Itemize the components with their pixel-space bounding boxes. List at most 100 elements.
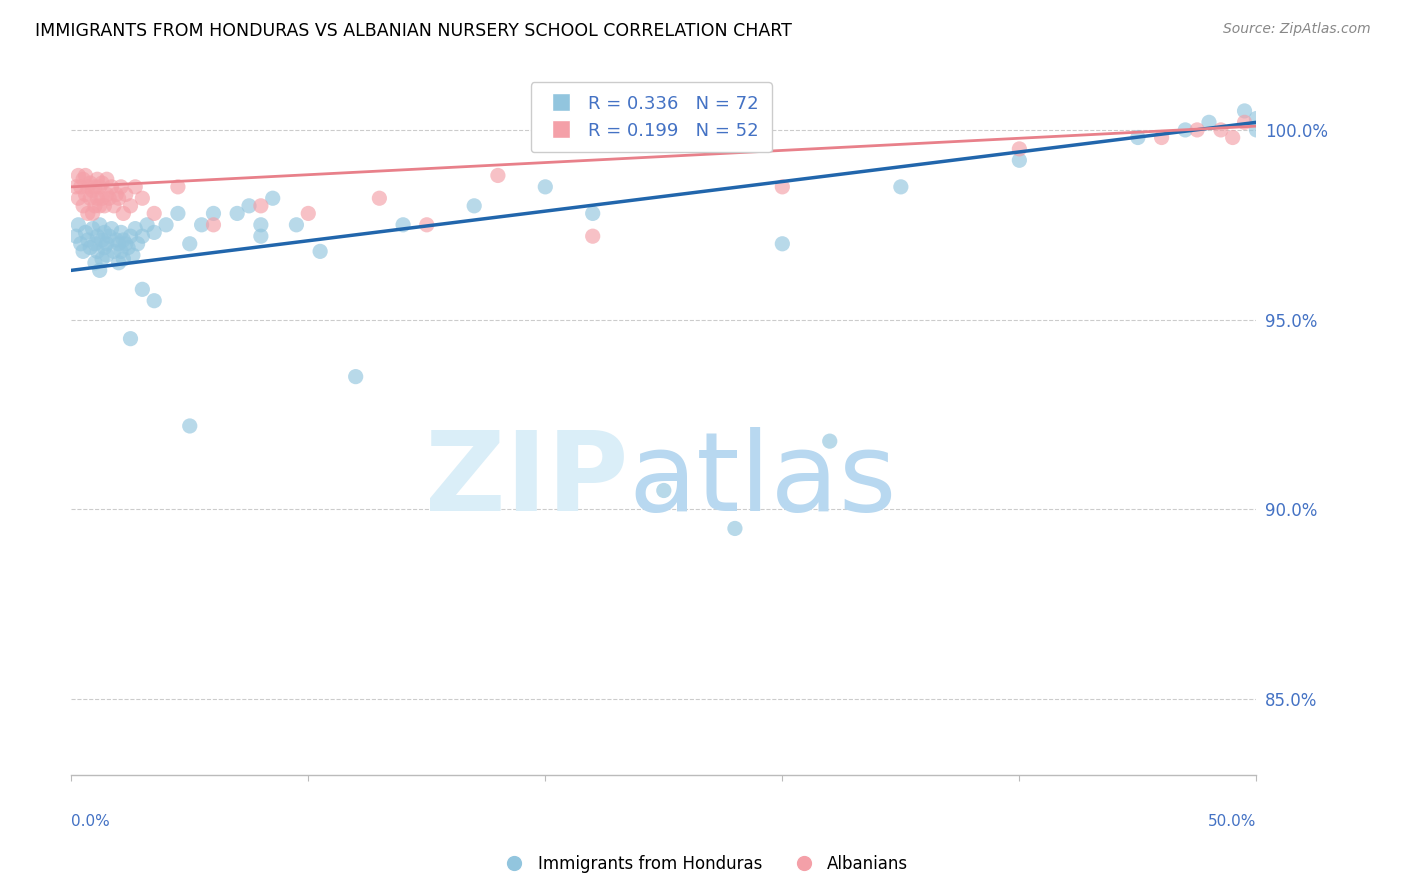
Point bbox=[76, 206, 98, 220]
Point bbox=[770, 236, 793, 251]
Point bbox=[112, 233, 135, 247]
Point bbox=[91, 191, 114, 205]
Point bbox=[582, 206, 605, 220]
Point bbox=[486, 169, 509, 183]
Point bbox=[463, 199, 485, 213]
Point bbox=[93, 199, 115, 213]
Point bbox=[84, 179, 107, 194]
Point bbox=[143, 226, 166, 240]
Point bbox=[67, 169, 90, 183]
Point bbox=[770, 179, 793, 194]
Point bbox=[1126, 130, 1149, 145]
Point bbox=[89, 263, 111, 277]
Point bbox=[98, 229, 121, 244]
Point bbox=[91, 233, 114, 247]
Point bbox=[262, 191, 284, 205]
Point bbox=[107, 236, 129, 251]
Point bbox=[534, 179, 557, 194]
Point bbox=[297, 206, 319, 220]
Point bbox=[72, 199, 94, 213]
Point bbox=[69, 179, 91, 194]
Text: IMMIGRANTS FROM HONDURAS VS ALBANIAN NURSERY SCHOOL CORRELATION CHART: IMMIGRANTS FROM HONDURAS VS ALBANIAN NUR… bbox=[35, 22, 792, 40]
Point bbox=[285, 218, 308, 232]
Point bbox=[392, 218, 415, 232]
Point bbox=[124, 179, 146, 194]
Point bbox=[1222, 130, 1244, 145]
Point bbox=[890, 179, 912, 194]
Point bbox=[103, 199, 125, 213]
Point bbox=[1008, 142, 1031, 156]
Point bbox=[79, 176, 101, 190]
Point bbox=[238, 199, 260, 213]
Legend: R = 0.336   N = 72, R = 0.199   N = 52: R = 0.336 N = 72, R = 0.199 N = 52 bbox=[530, 82, 772, 153]
Point bbox=[1150, 130, 1173, 145]
Point bbox=[226, 206, 249, 220]
Text: Source: ZipAtlas.com: Source: ZipAtlas.com bbox=[1223, 22, 1371, 37]
Point bbox=[652, 483, 675, 498]
Point bbox=[167, 206, 190, 220]
Point bbox=[1233, 115, 1256, 129]
Point bbox=[82, 184, 104, 198]
Point bbox=[86, 172, 108, 186]
Point bbox=[93, 226, 115, 240]
Point bbox=[127, 236, 149, 251]
Point bbox=[202, 206, 225, 220]
Point bbox=[84, 236, 107, 251]
Point bbox=[100, 221, 122, 235]
Point bbox=[75, 226, 97, 240]
Point bbox=[89, 218, 111, 232]
Point bbox=[143, 206, 166, 220]
Legend: Immigrants from Honduras, Albanians: Immigrants from Honduras, Albanians bbox=[491, 848, 915, 880]
Point bbox=[724, 521, 747, 535]
Point bbox=[110, 244, 132, 259]
Point bbox=[96, 187, 118, 202]
Point bbox=[112, 206, 135, 220]
Point bbox=[155, 218, 177, 232]
Point bbox=[96, 248, 118, 262]
Point bbox=[110, 179, 132, 194]
Point bbox=[416, 218, 439, 232]
Point bbox=[105, 233, 128, 247]
Point bbox=[89, 199, 111, 213]
Point bbox=[250, 229, 273, 244]
Point bbox=[112, 252, 135, 266]
Text: 0.0%: 0.0% bbox=[72, 814, 110, 829]
Point bbox=[143, 293, 166, 308]
Point bbox=[190, 218, 212, 232]
Point bbox=[250, 199, 273, 213]
Point bbox=[65, 229, 87, 244]
Point bbox=[93, 241, 115, 255]
Point bbox=[250, 218, 273, 232]
Text: ZIP: ZIP bbox=[425, 426, 628, 533]
Point bbox=[79, 241, 101, 255]
Point bbox=[82, 206, 104, 220]
Text: 50.0%: 50.0% bbox=[1208, 814, 1257, 829]
Point bbox=[344, 369, 367, 384]
Point bbox=[582, 229, 605, 244]
Point bbox=[103, 244, 125, 259]
Point bbox=[91, 176, 114, 190]
Point bbox=[65, 179, 87, 194]
Point bbox=[120, 332, 142, 346]
Point bbox=[75, 187, 97, 202]
Point bbox=[79, 191, 101, 205]
Point bbox=[107, 191, 129, 205]
Point bbox=[82, 221, 104, 235]
Point bbox=[309, 244, 332, 259]
Point bbox=[84, 256, 107, 270]
Point bbox=[67, 191, 90, 205]
Point bbox=[76, 233, 98, 247]
Point bbox=[1209, 123, 1232, 137]
Point bbox=[75, 169, 97, 183]
Point bbox=[72, 172, 94, 186]
Point bbox=[86, 244, 108, 259]
Point bbox=[72, 244, 94, 259]
Point bbox=[1246, 123, 1268, 137]
Point bbox=[202, 218, 225, 232]
Point bbox=[167, 179, 190, 194]
Point bbox=[117, 241, 139, 255]
Point bbox=[91, 252, 114, 266]
Point bbox=[131, 229, 153, 244]
Point bbox=[86, 191, 108, 205]
Point bbox=[179, 419, 201, 434]
